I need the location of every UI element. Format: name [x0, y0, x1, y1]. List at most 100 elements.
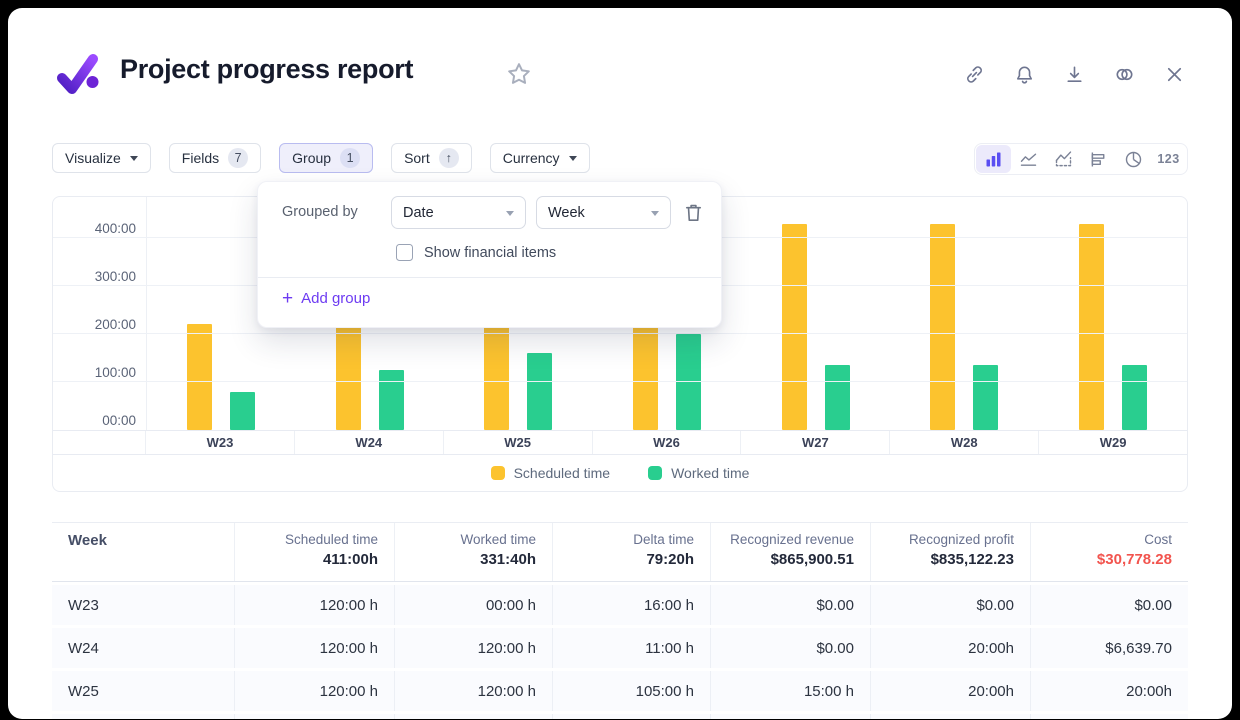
report-window: Project progress report: [8, 8, 1232, 719]
table-cell: 00:00 h: [394, 585, 552, 625]
count-badge: 7: [228, 148, 249, 168]
view-switcher: 123: [974, 143, 1188, 175]
chart-x-axis: W23 W24 W25 W26 W27 W28 W29: [53, 430, 1187, 454]
legend-swatch: [490, 466, 505, 480]
download-icon[interactable]: [1063, 63, 1086, 86]
column-header-delta-time[interactable]: Delta time 79:20h: [552, 523, 710, 581]
numbers-view-icon[interactable]: 123: [1151, 145, 1186, 173]
table-cell: W23: [68, 596, 99, 614]
favorite-star-icon[interactable]: [505, 60, 533, 88]
legend-swatch: [648, 466, 663, 480]
toolbar-button-label: Fields: [181, 150, 220, 166]
table-cell: 20:00h: [1030, 671, 1188, 711]
column-header-scheduled-time[interactable]: Scheduled time 411:00h: [234, 523, 394, 581]
table-row[interactable]: W24 120:00 h 120:00 h 11:00 h $0.00 20:00h $6,…: [52, 628, 1188, 668]
line-chart-icon[interactable]: [1011, 145, 1046, 173]
bar-worked-time: [973, 365, 999, 430]
column-header-worked-time[interactable]: Worked time 331:40h: [394, 523, 552, 581]
legend-item-scheduled-time[interactable]: Scheduled time: [490, 465, 611, 481]
gridline: [53, 381, 1187, 382]
toolbar-button-sort[interactable]: Sort ↑: [391, 143, 472, 173]
column-header-cost[interactable]: Cost $30,778.28: [1030, 523, 1188, 581]
count-badge: 1: [340, 148, 361, 168]
toolbar-button-visualize[interactable]: Visualize: [52, 143, 151, 173]
column-total: $30,778.28: [1096, 551, 1172, 568]
notifications-bell-icon[interactable]: [1013, 63, 1036, 86]
chevron-down-icon: [506, 210, 514, 216]
y-axis-tick-label: 300:00: [94, 269, 136, 284]
toolbar: Visualize Fields 7 Group 1 Sort ↑ Currency: [52, 143, 1188, 175]
column-total: 331:40h: [480, 551, 536, 568]
plus-icon: +: [282, 288, 294, 309]
x-axis-label: W26: [593, 431, 742, 454]
x-axis-label: W29: [1099, 435, 1127, 450]
gridline: [53, 333, 1187, 334]
group-interval-value: Week: [548, 204, 585, 221]
y-axis-tick-label: 00:00: [102, 413, 136, 428]
show-financial-items-checkbox[interactable]: Show financial items: [396, 244, 556, 261]
column-total: 411:00h: [322, 551, 378, 568]
remove-group-trash-icon[interactable]: [682, 201, 705, 224]
bar-scheduled-time: [930, 224, 956, 430]
bar-worked-time: [230, 392, 256, 430]
column-total: $865,900.51: [770, 551, 854, 568]
bar-scheduled-time: [1078, 224, 1104, 430]
area-chart-icon[interactable]: [1046, 145, 1081, 173]
table-row-partial: [52, 714, 1188, 719]
checkbox-box[interactable]: [396, 244, 413, 261]
y-axis-tick-label: 200:00: [94, 317, 136, 332]
toolbar-button-currency[interactable]: Currency: [489, 143, 590, 173]
table-cell: 20:00h: [870, 628, 1030, 668]
table-cell: $0.00: [870, 585, 1030, 625]
column-label: Scheduled time: [284, 532, 378, 547]
table-row[interactable]: W25 120:00 h 120:00 h 105:00 h 15:00 h 20:00h…: [52, 671, 1188, 711]
column-label: Recognized revenue: [730, 532, 854, 547]
table-cell: 16:00 h: [552, 585, 710, 625]
column-label: Cost: [1144, 532, 1172, 547]
chart-column-w23: [147, 197, 296, 430]
toolbar-button-fields[interactable]: Fields 7: [168, 143, 262, 173]
chart-column-w27: [741, 197, 890, 430]
column-header-recognized-profit[interactable]: Recognized profit $835,122.23: [870, 523, 1030, 581]
table-row[interactable]: W23 120:00 h 00:00 h 16:00 h $0.00 $0.00 $0.00: [52, 585, 1188, 625]
column-header-recognized-revenue[interactable]: Recognized revenue $865,900.51: [710, 523, 870, 581]
y-axis-tick-label: 100:00: [94, 365, 136, 380]
toolbar-button-group[interactable]: Group 1: [279, 143, 374, 173]
group-field-select[interactable]: Date: [391, 196, 526, 229]
copy-link-icon[interactable]: [963, 63, 986, 86]
chart-legend: Scheduled time Worked time: [53, 454, 1187, 491]
x-axis-label: W28: [890, 431, 1040, 454]
toolbar-button-label: Group: [292, 150, 332, 166]
bar-worked-time: [527, 353, 553, 430]
chevron-down-icon: [568, 156, 577, 161]
table-cell: 11:00 h: [552, 628, 710, 668]
toolbar-button-label: Currency: [502, 150, 560, 166]
divider: [258, 277, 721, 278]
table-header: Week Scheduled time 411:00h Worked time 331:…: [52, 522, 1188, 582]
bar-worked-time: [1121, 365, 1147, 430]
horizontal-bar-chart-icon[interactable]: [1081, 145, 1116, 173]
group-interval-select[interactable]: Week: [536, 196, 671, 229]
venn-circles-icon[interactable]: [1113, 63, 1136, 86]
x-axis-label: W27: [741, 431, 891, 454]
column-label: Week: [68, 532, 107, 549]
chart-card: 400:00 300:00 200:00 100:00 00:00 W23 W24 W25 W…: [52, 196, 1188, 492]
table-cell: W24: [68, 639, 99, 657]
legend-label: Scheduled time: [513, 465, 611, 481]
close-icon[interactable]: [1163, 63, 1186, 86]
column-label: Worked time: [460, 532, 536, 547]
toolbar-button-label: Visualize: [65, 150, 121, 166]
table-cell: 20:00h: [870, 671, 1030, 711]
bar-worked-time: [378, 370, 404, 430]
column-total: $835,122.23: [930, 551, 1014, 568]
legend-item-worked-time[interactable]: Worked time: [648, 465, 749, 481]
pie-chart-icon[interactable]: [1116, 145, 1151, 173]
bar-chart-icon[interactable]: [976, 145, 1011, 173]
chart-column-w28: [890, 197, 1039, 430]
toolbar-button-label: Sort: [404, 150, 430, 166]
grouped-by-label: Grouped by: [282, 204, 358, 220]
group-by-popover: Grouped by Date Week Show financial item…: [257, 181, 722, 328]
table-cell: 120:00 h: [234, 671, 394, 711]
add-group-button[interactable]: + Add group: [282, 288, 371, 309]
column-header-week[interactable]: Week: [52, 523, 234, 581]
